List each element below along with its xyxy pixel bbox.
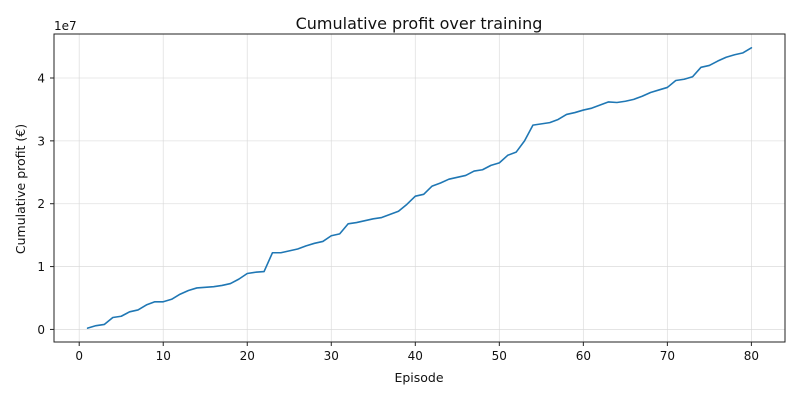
x-tick-label: 70 [660,349,675,363]
x-tick-label: 20 [240,349,255,363]
y-tick-label: 3 [37,134,45,148]
x-tick-label: 40 [408,349,423,363]
y-axis-ticks: 0 1 2 3 4 [37,72,54,337]
y-tick-label: 2 [37,197,45,211]
x-axis-ticks: 0 10 20 30 40 50 60 70 80 [75,342,759,363]
y-tick-label: 4 [37,72,45,86]
y-offset-label: 1e7 [54,19,77,33]
y-tick-label: 1 [37,260,45,274]
x-tick-label: 30 [324,349,339,363]
x-tick-label: 50 [492,349,507,363]
axes [53,33,786,343]
x-tick-label: 10 [156,349,171,363]
series-line [86,47,753,329]
x-axis-label: Episode [394,370,443,385]
x-tick-label: 80 [744,349,759,363]
y-axis-label: Cumulative profit (€) [13,124,28,254]
x-tick-label: 0 [75,349,83,363]
plot-frame [53,33,786,343]
chart-title: Cumulative profit over training [296,14,543,33]
y-tick-label: 0 [37,323,45,337]
x-tick-label: 60 [576,349,591,363]
grid [54,34,785,342]
series-layer [86,47,753,329]
